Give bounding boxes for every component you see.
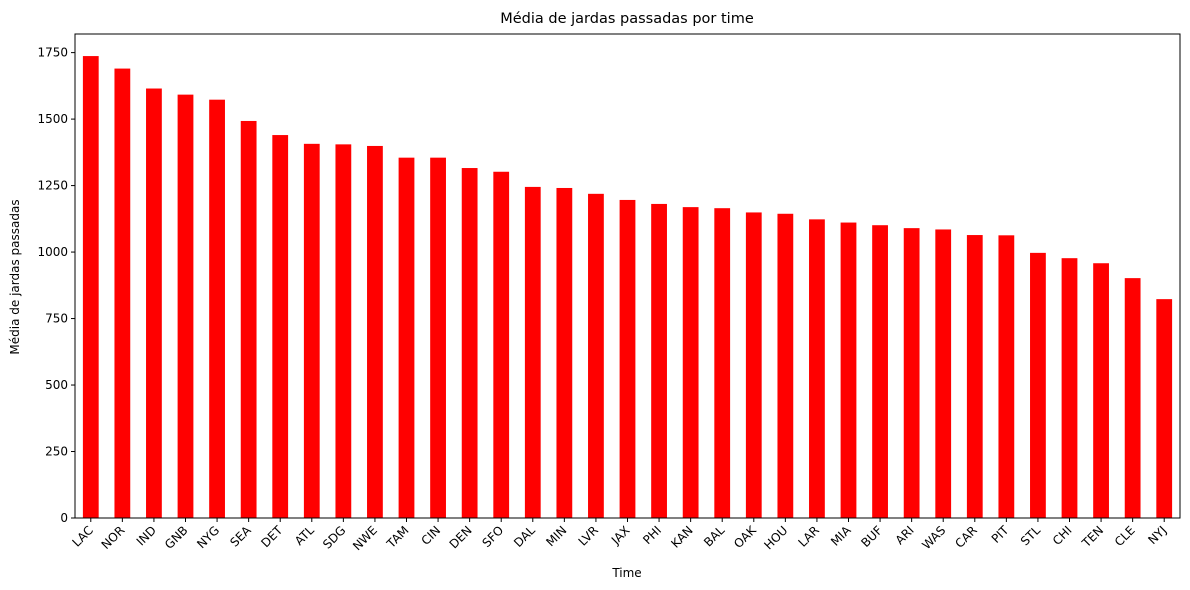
x-tick-label: BUF — [858, 523, 885, 550]
x-tick-label: TAM — [383, 523, 411, 551]
bar-buf — [872, 225, 888, 518]
y-tick-label: 1000 — [37, 245, 68, 259]
bar-cle — [1124, 278, 1141, 518]
y-tick-label: 1250 — [37, 179, 68, 193]
x-tick-label: SDG — [320, 523, 348, 551]
bar-det — [272, 135, 289, 519]
y-tick-label: 500 — [45, 378, 68, 392]
x-tick-label: ATL — [292, 523, 317, 548]
bar-phi — [651, 203, 667, 518]
x-axis: LAC NOR IND GNB NYG SEA DET ATL SDG NWE TAM CIN DEN S… — [70, 518, 1169, 553]
x-tick-label: GNB — [162, 523, 191, 552]
bar-tam — [398, 157, 415, 518]
x-tick-label: CLE — [1112, 523, 1138, 549]
bar-cin — [430, 157, 446, 518]
bar-kan — [682, 207, 699, 518]
y-axis: 0 250 500 750 1000 1250 1500 1750 — [37, 46, 75, 525]
bar-atl — [303, 143, 320, 519]
x-tick-label: MIA — [828, 523, 854, 549]
x-tick-label: NYJ — [1145, 523, 1169, 547]
x-tick-label: BAL — [701, 523, 727, 549]
bar-oak — [745, 212, 762, 518]
x-tick-label: LAR — [796, 523, 823, 550]
bar-sdg — [335, 144, 352, 518]
bar-sfo — [493, 171, 510, 518]
bar-ari — [903, 228, 920, 518]
x-tick-label: JAX — [608, 523, 633, 548]
x-tick-label: PHI — [640, 523, 664, 547]
x-tick-label: MIN — [543, 523, 569, 549]
bar-car — [966, 235, 983, 519]
plot-frame — [74, 33, 1181, 519]
bars-group — [82, 56, 1173, 519]
bar-pit — [998, 235, 1015, 519]
y-tick-label: 1500 — [37, 112, 68, 126]
x-tick-label: CAR — [952, 523, 980, 551]
chart-title: Média de jardas passadas por time — [500, 11, 754, 27]
bar-lvr — [588, 193, 604, 519]
bar-ten — [1093, 263, 1109, 518]
bar-gnb — [177, 94, 194, 518]
bar-lar — [809, 219, 825, 518]
y-tick-label: 750 — [45, 312, 68, 326]
x-tick-label: CHI — [1050, 523, 1075, 548]
bar-nyg — [209, 99, 225, 518]
x-tick-label: NOR — [99, 523, 128, 552]
x-tick-label: STL — [1018, 523, 1043, 548]
x-tick-label: DEN — [447, 523, 475, 551]
bar-ind — [146, 88, 162, 519]
bar-nyj — [1156, 299, 1173, 518]
bar-mia — [840, 222, 857, 519]
bar-min — [556, 187, 573, 518]
x-tick-label: ARI — [893, 523, 917, 547]
y-tick-label: 0 — [60, 511, 68, 525]
y-axis-title: Média de jardas passadas — [8, 199, 22, 354]
bar-nwe — [367, 145, 383, 518]
x-tick-label: DET — [258, 523, 285, 550]
bar-hou — [777, 213, 794, 518]
x-tick-label: NYG — [194, 523, 222, 551]
bar-lac — [82, 56, 99, 518]
x-tick-label: LAC — [70, 523, 96, 549]
x-tick-label: TEN — [1079, 523, 1106, 550]
x-tick-label: NWE — [350, 523, 380, 553]
bar-was — [935, 229, 952, 518]
x-tick-label: DAL — [511, 523, 538, 550]
x-tick-label: OAK — [731, 522, 760, 551]
x-tick-label: LVR — [576, 523, 601, 548]
y-tick-label: 1750 — [37, 46, 68, 60]
bar-jax — [619, 199, 636, 518]
x-tick-label: IND — [134, 523, 159, 548]
y-tick-label: 250 — [45, 445, 68, 459]
x-tick-label: PIT — [989, 523, 1012, 546]
bar-bal — [714, 208, 731, 518]
x-tick-label: WAS — [919, 523, 948, 552]
bar-dal — [524, 186, 541, 518]
x-tick-label: HOU — [761, 523, 790, 552]
x-tick-label: KAN — [668, 523, 695, 550]
x-tick-label: SFO — [479, 523, 506, 550]
x-tick-label: CIN — [419, 523, 444, 548]
bar-sea — [240, 120, 257, 518]
x-tick-label: SEA — [227, 523, 254, 550]
bar-nor — [114, 68, 131, 519]
bar-stl — [1030, 252, 1046, 518]
bar-chi — [1061, 258, 1078, 518]
bar-den — [461, 168, 478, 518]
x-axis-title: Time — [611, 566, 641, 580]
